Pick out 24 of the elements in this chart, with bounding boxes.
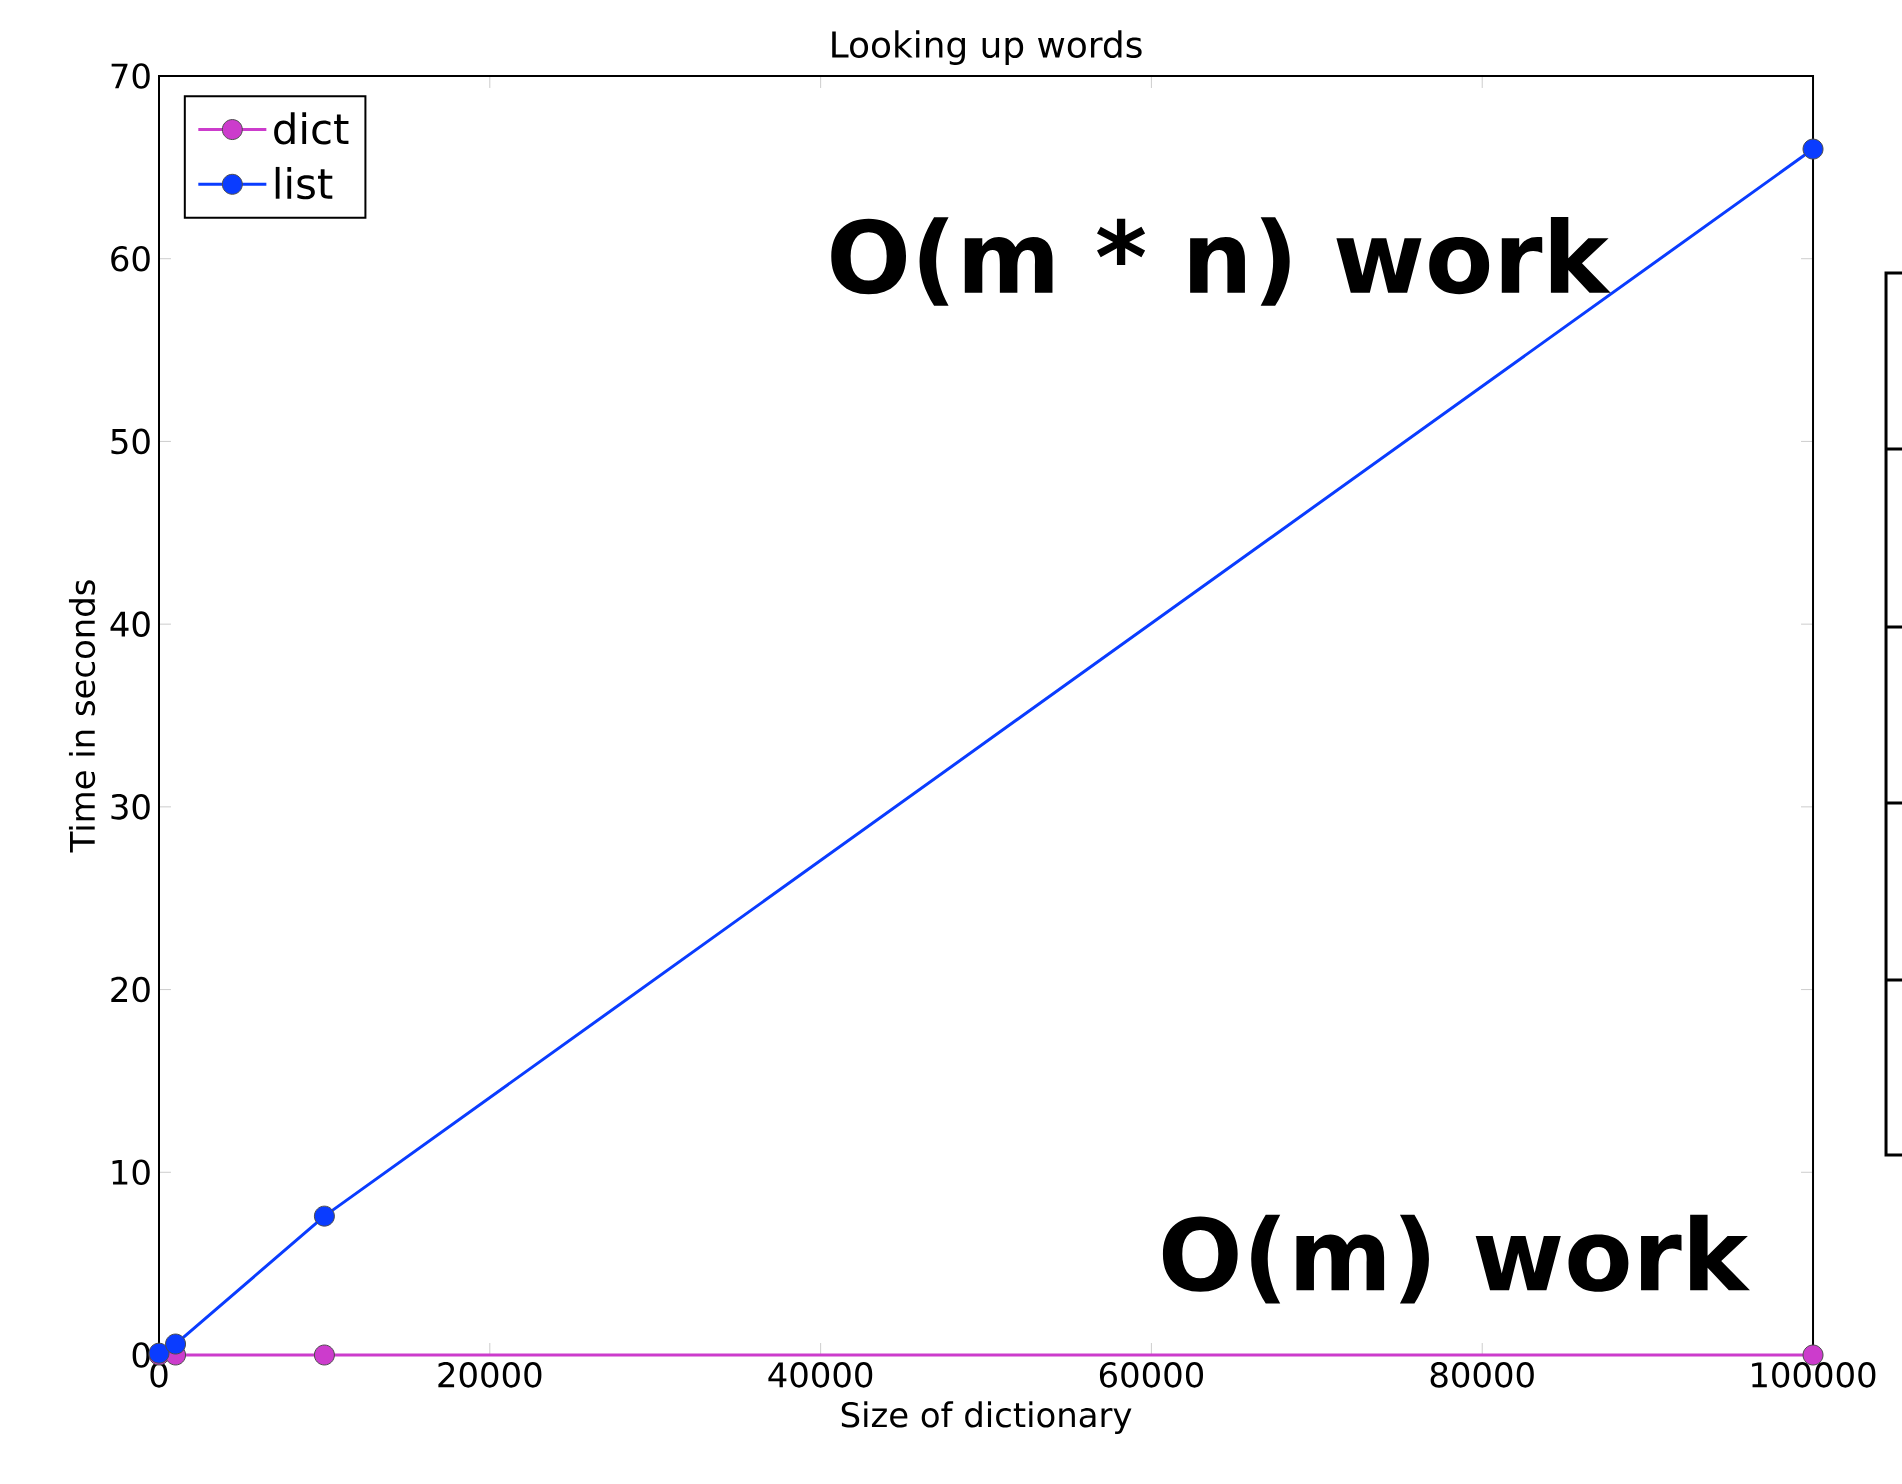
chart-title: Looking up words bbox=[832, 30, 1142, 65]
y-axis-title: Time in seconds bbox=[68, 580, 96, 853]
point bbox=[1802, 138, 1824, 160]
y-tick-label: 60 bbox=[111, 245, 150, 272]
y-tick-label: 10 bbox=[112, 1159, 150, 1186]
y-tick-label: 70 bbox=[111, 63, 150, 89]
x-tick-label: 100000 bbox=[1752, 1362, 1876, 1388]
y-tick-label: 50 bbox=[111, 428, 150, 455]
y-tick-label: 20 bbox=[111, 976, 150, 1003]
point bbox=[313, 1205, 335, 1227]
y-tick-label: 40 bbox=[110, 611, 150, 637]
y-tick-label: 30 bbox=[111, 794, 150, 820]
point bbox=[165, 1333, 187, 1355]
legend-label: dict bbox=[274, 112, 349, 145]
legend-label: list bbox=[275, 166, 333, 200]
x-axis-title: Size of dictionary bbox=[841, 1401, 1132, 1435]
x-tick-label: 80000 bbox=[1430, 1362, 1534, 1388]
annotation: O(m * n) work bbox=[831, 217, 1611, 306]
y-tick-label: 0 bbox=[132, 1342, 150, 1368]
x-tick-label: 20000 bbox=[438, 1362, 542, 1388]
x-tick-label: 60000 bbox=[1099, 1362, 1204, 1388]
point bbox=[313, 1344, 335, 1366]
annotation: O(m) work bbox=[1162, 1214, 1750, 1304]
x-tick-label: 40000 bbox=[768, 1362, 873, 1388]
